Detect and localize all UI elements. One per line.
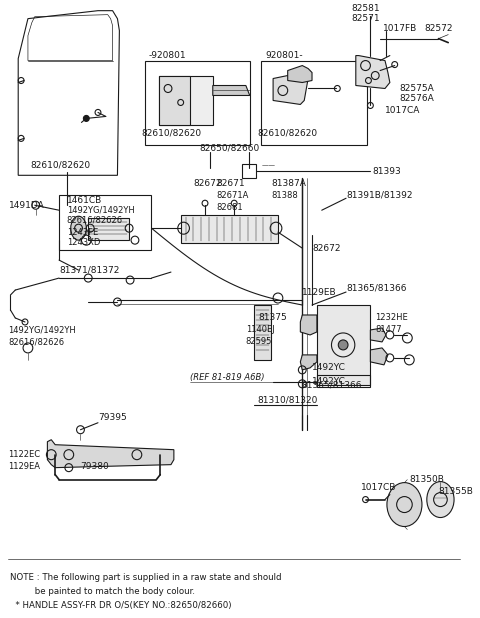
Text: 1492YG/1492YH: 1492YG/1492YH <box>9 326 76 334</box>
Text: 81365/81366: 81365/81366 <box>346 284 407 292</box>
Text: 81393: 81393 <box>372 167 401 176</box>
Text: 82610/82620: 82610/82620 <box>30 161 90 170</box>
Bar <box>59 195 152 250</box>
Text: 82581: 82581 <box>351 4 380 13</box>
Text: 81477: 81477 <box>375 326 402 334</box>
Text: (REF 81-819 A6B): (REF 81-819 A6B) <box>191 373 265 383</box>
Text: ——: —— <box>262 163 276 168</box>
Bar <box>253 305 271 360</box>
Text: 1492YC: 1492YC <box>312 363 346 373</box>
Text: 82650/82660: 82650/82660 <box>199 144 260 153</box>
Text: * HANDLE ASSY-FR DR O/S(KEY NO.:82650/82660): * HANDLE ASSY-FR DR O/S(KEY NO.:82650/82… <box>11 601 232 611</box>
Text: 81365/81366: 81365/81366 <box>301 380 362 389</box>
Text: 81375: 81375 <box>259 313 287 323</box>
Text: 82610/82620: 82610/82620 <box>141 129 201 138</box>
Text: 79395: 79395 <box>98 413 127 422</box>
Text: 81387A: 81387A <box>271 179 306 188</box>
Text: -920801: -920801 <box>149 51 186 60</box>
Text: 82671: 82671 <box>216 179 245 188</box>
Text: 920801-: 920801- <box>265 51 303 60</box>
Text: 82576A: 82576A <box>399 94 434 103</box>
Bar <box>159 75 191 125</box>
Ellipse shape <box>71 216 86 240</box>
Bar <box>242 164 255 179</box>
Polygon shape <box>213 85 250 95</box>
Text: 1491DA: 1491DA <box>9 201 44 210</box>
Text: 82610/82620: 82610/82620 <box>258 129 318 138</box>
Text: 1492YG/1492YH: 1492YG/1492YH <box>67 206 134 214</box>
Text: 1461CB: 1461CB <box>67 196 102 205</box>
Text: 1017FB: 1017FB <box>383 24 417 33</box>
Text: 82671A: 82671A <box>216 191 249 200</box>
Text: 1492YC: 1492YC <box>312 378 346 386</box>
Text: 1017CA: 1017CA <box>385 106 420 115</box>
Text: NOTE : The following part is supplied in a raw state and should: NOTE : The following part is supplied in… <box>11 574 282 582</box>
Text: 81355B: 81355B <box>439 487 473 496</box>
Ellipse shape <box>387 483 422 527</box>
Text: 82575A: 82575A <box>399 84 434 93</box>
Bar <box>88 218 129 240</box>
Polygon shape <box>371 348 388 365</box>
Polygon shape <box>371 328 386 342</box>
Text: 81310/81320: 81310/81320 <box>257 396 318 404</box>
Polygon shape <box>48 439 174 468</box>
Text: 82672: 82672 <box>312 243 340 253</box>
Bar <box>317 375 371 387</box>
Bar <box>180 215 278 243</box>
Text: 1140EJ: 1140EJ <box>246 326 275 334</box>
Polygon shape <box>300 355 317 370</box>
Polygon shape <box>300 315 317 335</box>
Text: 1122EC: 1122EC <box>9 450 41 459</box>
Text: 1243FE: 1243FE <box>67 227 98 237</box>
Text: 1243XD: 1243XD <box>67 238 100 247</box>
Text: 82595: 82595 <box>246 337 272 347</box>
Ellipse shape <box>322 320 364 370</box>
Text: 79380: 79380 <box>81 462 109 471</box>
Text: 82616/82626: 82616/82626 <box>9 337 65 347</box>
Ellipse shape <box>427 481 454 517</box>
Text: 82616/82626: 82616/82626 <box>67 216 123 225</box>
Polygon shape <box>356 56 390 88</box>
Text: 82672: 82672 <box>193 179 222 188</box>
Text: 1129EA: 1129EA <box>9 462 40 471</box>
Text: 81350B: 81350B <box>409 475 444 484</box>
Bar <box>144 61 250 145</box>
Text: be painted to match the body colour.: be painted to match the body colour. <box>11 587 195 596</box>
Text: 81388: 81388 <box>271 191 298 200</box>
Text: 81391B/81392: 81391B/81392 <box>346 191 413 200</box>
Text: 1017CB: 1017CB <box>360 483 396 492</box>
Bar <box>159 75 213 125</box>
Bar <box>317 305 371 385</box>
Text: 1129EB: 1129EB <box>302 287 337 297</box>
Text: 82681: 82681 <box>216 203 243 212</box>
Text: 1232HE: 1232HE <box>375 313 408 323</box>
Circle shape <box>84 116 89 121</box>
Text: 81371/81372: 81371/81372 <box>59 266 120 274</box>
Bar <box>262 61 367 145</box>
Polygon shape <box>273 72 308 104</box>
Text: 82571: 82571 <box>351 14 380 23</box>
Circle shape <box>338 340 348 350</box>
Polygon shape <box>288 66 312 83</box>
Text: 82572: 82572 <box>424 24 453 33</box>
